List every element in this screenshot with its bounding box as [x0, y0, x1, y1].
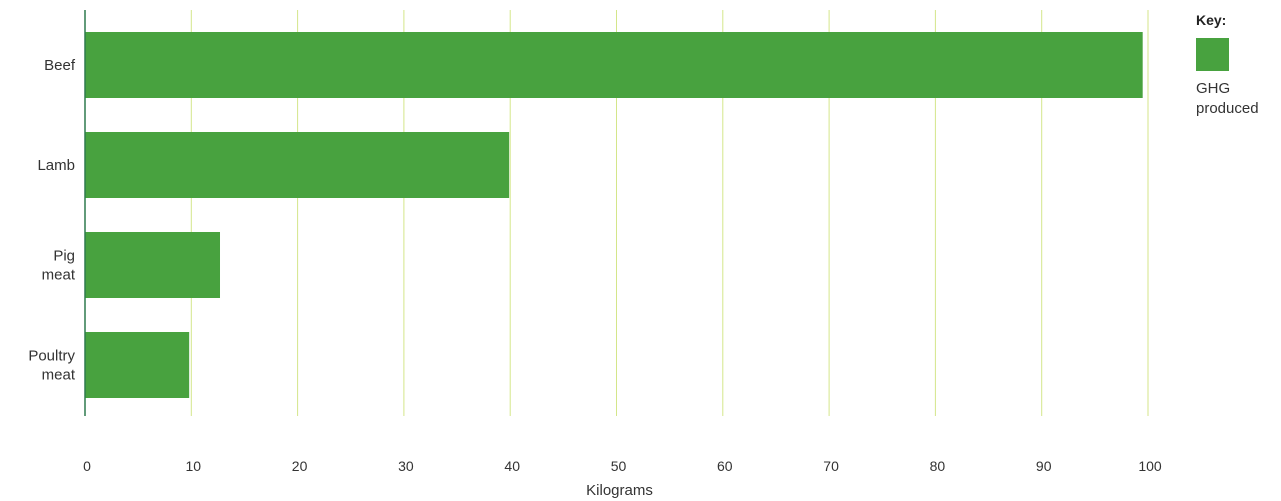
category-label: Poultry meat	[28, 348, 76, 384]
x-tick-label: 20	[292, 458, 308, 474]
x-tick-label: 40	[504, 458, 520, 474]
x-tick-label: 60	[717, 458, 733, 474]
x-tick-labels: 0 10 20 30 40 50 60 70 80 90 100	[83, 458, 1162, 474]
legend-label-line: produced	[1196, 100, 1259, 117]
category-label: Beef	[44, 57, 76, 74]
bar-beef	[85, 32, 1143, 98]
bar-lamb	[85, 132, 510, 198]
category-label-line: meat	[42, 367, 76, 384]
legend-swatch-ghg	[1196, 38, 1229, 71]
category-label-line: meat	[42, 267, 76, 284]
bars	[85, 32, 1143, 398]
x-tick-label: 30	[398, 458, 414, 474]
bar-poultry-meat	[85, 332, 190, 398]
x-axis-title: Kilograms	[586, 482, 653, 499]
legend-title: Key:	[1196, 12, 1227, 28]
category-label-line: Lamb	[37, 157, 75, 174]
x-tick-label: 0	[83, 458, 91, 474]
legend-label-line: GHG	[1196, 80, 1231, 97]
category-labels: Beef Lamb Pig meat Poultry meat	[28, 57, 76, 384]
category-label-line: Poultry	[28, 348, 75, 365]
category-label: Lamb	[37, 157, 75, 174]
x-tick-label: 70	[823, 458, 839, 474]
x-tick-label: 100	[1138, 458, 1162, 474]
x-tick-label: 50	[611, 458, 627, 474]
bar-pig-meat	[85, 232, 221, 298]
category-label-line: Pig	[53, 248, 75, 265]
x-tick-label: 90	[1036, 458, 1052, 474]
x-tick-label: 80	[930, 458, 946, 474]
legend-label-ghg: GHG produced	[1196, 79, 1280, 119]
category-label: Pig meat	[42, 248, 76, 284]
x-tick-label: 10	[186, 458, 202, 474]
category-label-line: Beef	[44, 57, 76, 74]
legend: Key: GHG produced	[1196, 12, 1280, 119]
